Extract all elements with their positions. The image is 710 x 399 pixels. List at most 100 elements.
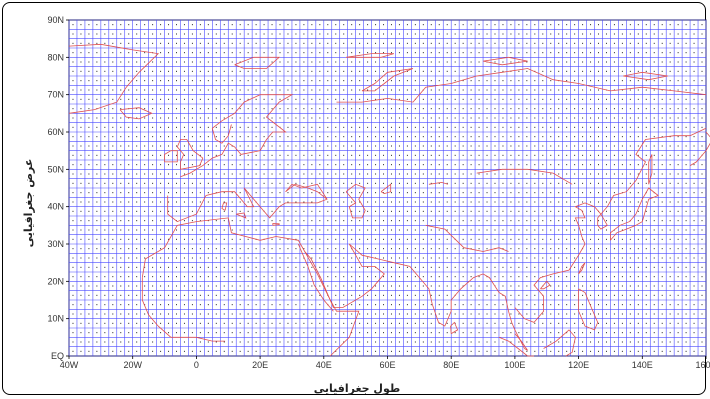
grid-point	[311, 136, 313, 138]
grid-point	[367, 332, 369, 334]
grid-point	[605, 220, 607, 222]
grid-point	[207, 126, 209, 128]
grid-point	[239, 248, 241, 250]
grid-point	[72, 341, 74, 343]
grid-point	[430, 154, 432, 156]
grid-point	[279, 266, 281, 268]
grid-point	[669, 201, 671, 203]
grid-point	[645, 220, 647, 222]
grid-point	[645, 332, 647, 334]
grid-point	[80, 238, 82, 240]
grid-point	[215, 257, 217, 259]
grid-point	[239, 294, 241, 296]
grid-point	[152, 24, 154, 26]
grid-point	[534, 164, 536, 166]
grid-point	[72, 313, 74, 315]
x-tick-label: 40E	[316, 360, 332, 370]
grid-point	[287, 276, 289, 278]
grid-point	[88, 238, 90, 240]
grid-point	[72, 154, 74, 156]
grid-point	[279, 322, 281, 324]
grid-point	[160, 108, 162, 110]
grid-point	[422, 126, 424, 128]
grid-point	[199, 108, 201, 110]
grid-point	[144, 145, 146, 147]
grid-point	[207, 24, 209, 26]
grid-point	[685, 80, 687, 82]
grid-point	[223, 341, 225, 343]
grid-point	[590, 117, 592, 119]
grid-point	[207, 173, 209, 175]
grid-point	[693, 304, 695, 306]
grid-point	[351, 80, 353, 82]
grid-point	[534, 257, 536, 259]
grid-point	[231, 42, 233, 44]
grid-point	[327, 70, 329, 72]
grid-point	[96, 61, 98, 63]
grid-point	[215, 182, 217, 184]
grid-point	[199, 285, 201, 287]
grid-point	[669, 136, 671, 138]
grid-point	[534, 61, 536, 63]
grid-point	[247, 70, 249, 72]
grid-point	[518, 201, 520, 203]
grid-point	[502, 80, 504, 82]
grid-point	[486, 182, 488, 184]
grid-point	[422, 350, 424, 352]
grid-point	[160, 164, 162, 166]
grid-point	[168, 192, 170, 194]
grid-point	[183, 229, 185, 231]
grid-point	[478, 164, 480, 166]
grid-point	[104, 350, 106, 352]
grid-point	[168, 229, 170, 231]
grid-point	[645, 304, 647, 306]
grid-point	[175, 313, 177, 315]
grid-point	[598, 276, 600, 278]
grid-point	[701, 294, 703, 296]
grid-point	[175, 350, 177, 352]
grid-point	[661, 332, 663, 334]
grid-point	[247, 52, 249, 54]
grid-point	[406, 229, 408, 231]
grid-point	[295, 117, 297, 119]
grid-point	[72, 108, 74, 110]
grid-point	[279, 220, 281, 222]
grid-point	[215, 313, 217, 315]
grid-point	[653, 154, 655, 156]
grid-point	[566, 42, 568, 44]
grid-point	[526, 332, 528, 334]
grid-point	[486, 341, 488, 343]
grid-point	[160, 332, 162, 334]
grid-point	[375, 182, 377, 184]
grid-point	[462, 257, 464, 259]
grid-point	[542, 192, 544, 194]
grid-point	[462, 294, 464, 296]
grid-point	[367, 164, 369, 166]
grid-point	[144, 173, 146, 175]
grid-point	[160, 248, 162, 250]
grid-point	[478, 285, 480, 287]
grid-point	[645, 322, 647, 324]
grid-point	[406, 89, 408, 91]
grid-point	[295, 304, 297, 306]
grid-point	[566, 229, 568, 231]
grid-point	[183, 201, 185, 203]
grid-point	[191, 173, 193, 175]
grid-point	[470, 313, 472, 315]
grid-point	[215, 98, 217, 100]
grid-point	[534, 220, 536, 222]
grid-point	[534, 294, 536, 296]
grid-point	[661, 70, 663, 72]
grid-point	[550, 70, 552, 72]
grid-point	[271, 154, 273, 156]
grid-point	[422, 201, 424, 203]
grid-point	[478, 80, 480, 82]
grid-point	[661, 350, 663, 352]
grid-point	[80, 322, 82, 324]
grid-point	[406, 126, 408, 128]
grid-point	[701, 89, 703, 91]
grid-point	[486, 126, 488, 128]
grid-point	[191, 248, 193, 250]
grid-point	[303, 341, 305, 343]
